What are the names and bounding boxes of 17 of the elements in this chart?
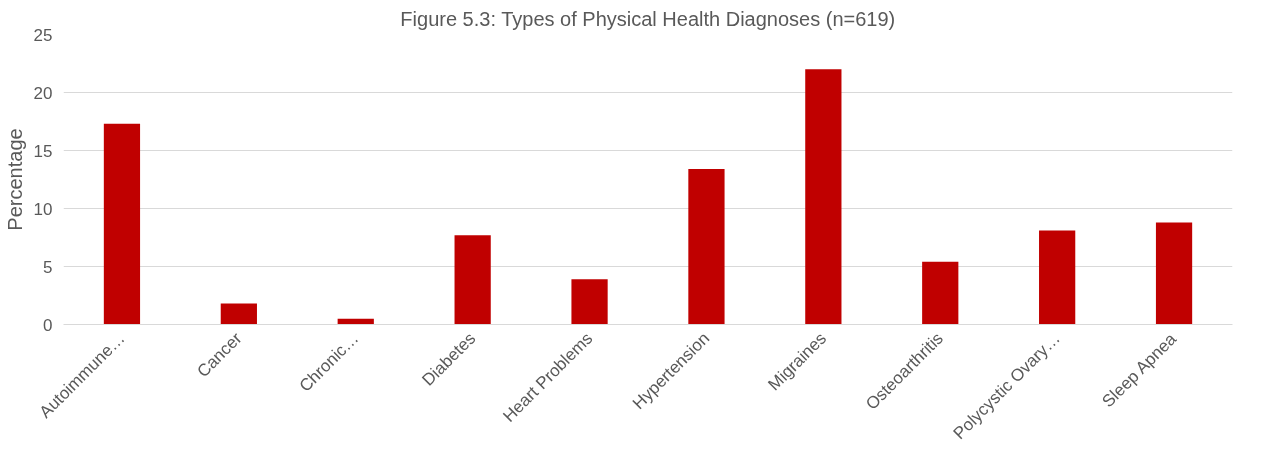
y-tick-label: 5: [43, 257, 53, 277]
y-tick-label: 15: [33, 141, 53, 161]
y-tick-label: 25: [33, 25, 53, 45]
bar: [805, 69, 842, 325]
y-tick-label: 20: [33, 83, 53, 103]
bar: [922, 261, 959, 325]
bar: [688, 169, 725, 325]
bar: [103, 123, 141, 325]
y-tick-label: 10: [33, 199, 53, 219]
bar: [454, 235, 491, 325]
bar: [571, 279, 608, 325]
y-tick-label: 0: [43, 315, 53, 335]
bar: [220, 303, 257, 325]
bar: [1155, 222, 1193, 325]
y-axis-title: Percentage: [3, 128, 26, 231]
chart-title: Figure 5.3: Types of Physical Health Diagnoses (n=619): [400, 7, 896, 30]
bar: [1039, 230, 1076, 325]
